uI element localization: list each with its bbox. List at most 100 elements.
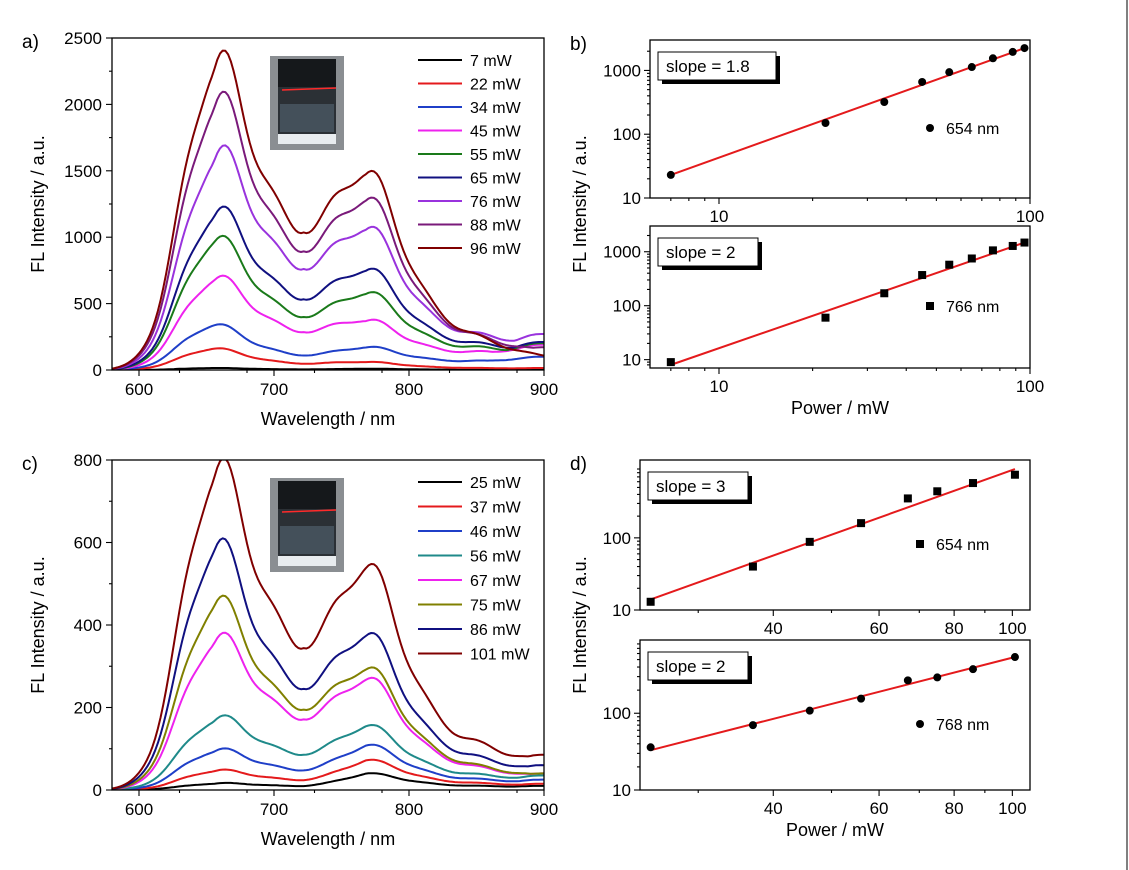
data-point — [857, 519, 866, 528]
x-tick-label: 800 — [395, 800, 423, 819]
legend: 25 mW 37 mW 46 mW 56 mW 67 mW 75 mW 86 mW 101 m… — [418, 475, 530, 664]
y-tick-label: 600 — [74, 534, 102, 553]
x-axis-label: Power / mW — [791, 398, 889, 418]
legend-label: 96 mW — [470, 241, 522, 258]
y-tick-label: 100 — [613, 297, 641, 316]
slope-box — [647, 471, 749, 501]
x-tick-label: 100 — [1016, 207, 1044, 226]
legend-marker — [926, 302, 934, 310]
fit-line — [670, 47, 1025, 176]
legend-label: 654 nm — [936, 537, 989, 554]
data-point — [857, 694, 866, 703]
data-point — [903, 494, 912, 503]
y-tick-label: 100 — [613, 125, 641, 144]
data-point — [880, 289, 889, 298]
legend-label: 37 mW — [470, 500, 522, 517]
plot-frame — [639, 639, 1031, 791]
cuvette-base-glow — [278, 556, 336, 566]
legend-marker — [926, 124, 934, 132]
x-tick-label: 700 — [260, 800, 288, 819]
panel-b-top: 10 100 10 100 1000 slope = 1.8 654 nm b) — [570, 34, 1044, 226]
data-point — [821, 118, 830, 127]
cuvette-top — [278, 59, 336, 87]
legend-label: 55 mW — [470, 147, 522, 164]
panel-label: a) — [22, 32, 39, 53]
legend-marker — [916, 720, 924, 728]
data-point — [918, 271, 927, 280]
slope-label: slope = 3 — [656, 477, 725, 496]
y-axis-label: FL Intensity / a.u. — [28, 135, 48, 272]
x-axis-label: Wavelength / nm — [261, 409, 395, 429]
series-line-2 — [112, 743, 544, 790]
x-tick-label: 900 — [530, 800, 558, 819]
data-point — [880, 97, 889, 106]
y-tick-label: 10 — [622, 189, 641, 208]
plot-frame — [649, 225, 1031, 369]
fit-line — [670, 241, 1025, 366]
data-point — [968, 665, 977, 674]
y-tick-label: 1000 — [603, 243, 641, 262]
data-point — [918, 77, 927, 86]
slope-label: slope = 2 — [666, 243, 735, 262]
series-group — [112, 49, 544, 370]
legend-label: 22 mW — [470, 77, 522, 94]
y-tick-label: 400 — [74, 616, 102, 635]
fit-line — [650, 468, 1016, 601]
data-point — [805, 706, 814, 715]
plot-frame — [649, 39, 1031, 199]
x-axis-label: Wavelength / nm — [261, 829, 395, 849]
series-group — [112, 460, 544, 790]
data-point — [666, 358, 675, 367]
shared-y-axis-label: FL Intensity / a.u. — [570, 135, 590, 272]
series-line-0 — [112, 772, 544, 790]
legend-label: 46 mW — [470, 524, 522, 541]
series-line-1 — [112, 758, 544, 790]
legend-label: 7 mW — [470, 53, 513, 70]
cuvette-liquid — [280, 526, 334, 554]
data-point — [967, 63, 976, 72]
legend-label: 67 mW — [470, 573, 522, 590]
x-tick-label: 100 — [998, 619, 1026, 638]
slope-box — [657, 51, 777, 81]
y-axis-label: FL Intensity / a.u. — [28, 556, 48, 693]
series-line-1 — [112, 347, 544, 370]
inset-photo-cuvette — [270, 56, 344, 150]
cuvette-liquid — [280, 104, 334, 132]
legend: 7 mW 22 mW 34 mW 45 mW 55 mW 65 mW 76 mW 88 mW 9… — [418, 53, 522, 258]
y-tick-label: 10 — [612, 781, 631, 800]
data-point — [968, 479, 977, 488]
data-point — [1010, 470, 1019, 479]
series-line-3 — [112, 714, 544, 790]
y-tick-label: 100 — [603, 529, 631, 548]
slope-label: slope = 2 — [656, 657, 725, 676]
y-tick-label: 0 — [93, 361, 102, 380]
x-tick-label: 80 — [945, 619, 964, 638]
slope-box — [647, 651, 749, 681]
fit-line — [650, 656, 1016, 752]
legend-label: 766 nm — [946, 299, 999, 316]
panel-a: 600 700 800 900 0 500 1000 1500 2000 2500 Waveleng… — [22, 29, 558, 429]
x-tick-label: 700 — [260, 380, 288, 399]
data-point — [967, 254, 976, 263]
y-tick-label: 800 — [74, 451, 102, 470]
series-line-4 — [112, 234, 544, 370]
data-point — [903, 676, 912, 685]
legend-label: 25 mW — [470, 475, 522, 492]
data-point — [933, 673, 942, 682]
data-point — [1008, 241, 1017, 250]
series-line-8 — [112, 49, 544, 370]
legend-label: 45 mW — [470, 124, 522, 141]
data-point — [945, 260, 954, 269]
series-line-4 — [112, 631, 544, 790]
y-tick-label: 0 — [93, 781, 102, 800]
panel-label: c) — [22, 454, 38, 475]
legend-marker — [916, 540, 924, 548]
cuvette-base-glow — [278, 134, 336, 144]
y-tick-label: 1000 — [603, 61, 641, 80]
data-point — [748, 562, 757, 571]
y-tick-label: 2500 — [64, 29, 102, 48]
x-axis-label: Power / mW — [786, 820, 884, 840]
legend-label: 88 mW — [470, 218, 522, 235]
panel-d-top: 40 60 80 100 10 100 slope = 3 654 nm d) — [570, 454, 1031, 638]
